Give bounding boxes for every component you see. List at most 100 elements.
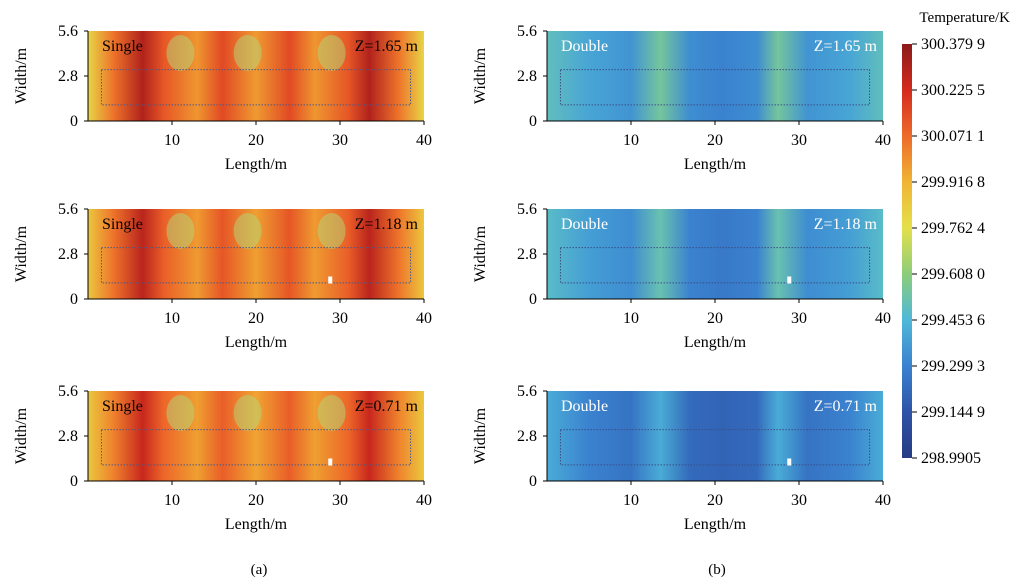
x-axis-title: Length/m bbox=[225, 156, 288, 173]
panel-case-label: Double bbox=[561, 38, 608, 55]
cool-spot bbox=[233, 213, 262, 249]
cool-spot bbox=[317, 395, 346, 431]
x-tick-label: 10 bbox=[164, 492, 180, 509]
colorbar-tick-label: 299.299 3 bbox=[921, 358, 985, 375]
heatmap-a-2: Single Z=1.18 m 10 20 30 40 0 2.8 5.6 Length/m Wid… bbox=[13, 201, 432, 351]
colorbar-tick-label: 299.144 9 bbox=[921, 404, 985, 421]
y-axis-title: Width/m bbox=[13, 47, 30, 104]
colorbar-tick-label: 300.071 1 bbox=[921, 128, 985, 145]
x-tick-label: 40 bbox=[416, 492, 432, 509]
panel-case-label: Single bbox=[102, 216, 143, 233]
domain-outline bbox=[100, 247, 412, 284]
colorbar-tick-label: 300.379 9 bbox=[921, 36, 985, 53]
x-tick-label: 20 bbox=[707, 132, 723, 149]
cool-spot bbox=[317, 213, 346, 249]
heatmap-field bbox=[547, 209, 883, 299]
height-label: Z=1.65 m bbox=[355, 38, 419, 55]
y-tick-label: 5.6 bbox=[517, 201, 537, 218]
y-tick-label: 2.8 bbox=[58, 246, 78, 263]
panel-label-a: (a) bbox=[251, 562, 268, 578]
x-tick-label: 30 bbox=[791, 132, 807, 149]
heatmap-b-2: Double Z=1.18 m 10 20 30 40 0 2.8 5.6 Length/m Wid… bbox=[472, 201, 891, 351]
colorbar-scale bbox=[902, 44, 912, 458]
domain-outline bbox=[100, 69, 412, 106]
heatmap-panels: Single Z=1.65 m 10 20 30 40 0 2.8 5.6 Length/m Wid… bbox=[13, 23, 891, 533]
x-axis-title: Length/m bbox=[225, 334, 288, 351]
x-axis-title: Length/m bbox=[684, 334, 747, 351]
y-tick-label: 5.6 bbox=[517, 383, 537, 400]
y-tick-label: 0 bbox=[529, 291, 537, 308]
colorbar-tick-label: 299.453 6 bbox=[921, 312, 985, 329]
x-tick-label: 40 bbox=[875, 310, 891, 327]
cool-spot bbox=[166, 213, 195, 249]
cool-spot bbox=[233, 395, 262, 431]
x-tick-label: 20 bbox=[248, 492, 264, 509]
y-tick-label: 2.8 bbox=[517, 246, 537, 263]
y-axis-title: Width/m bbox=[472, 225, 489, 282]
y-tick-label: 0 bbox=[70, 473, 78, 490]
x-tick-label: 30 bbox=[332, 492, 348, 509]
y-tick-label: 2.8 bbox=[58, 68, 78, 85]
colorbar-tick-label: 299.608 0 bbox=[921, 266, 985, 283]
y-tick-label: 0 bbox=[529, 113, 537, 130]
y-tick-label: 5.6 bbox=[58, 23, 78, 40]
x-tick-label: 10 bbox=[164, 132, 180, 149]
x-tick-label: 40 bbox=[875, 492, 891, 509]
cool-spot bbox=[233, 35, 262, 71]
height-label: Z=1.18 m bbox=[814, 216, 878, 233]
height-label: Z=0.71 m bbox=[355, 398, 419, 415]
heatmap-field bbox=[547, 31, 883, 121]
y-tick-label: 5.6 bbox=[58, 383, 78, 400]
colorbar-tick-label: 299.916 8 bbox=[921, 174, 985, 191]
y-tick-label: 0 bbox=[70, 113, 78, 130]
y-axis-title: Width/m bbox=[13, 225, 30, 282]
height-label: Z=1.65 m bbox=[814, 38, 878, 55]
cool-spot bbox=[317, 35, 346, 71]
x-tick-label: 20 bbox=[707, 310, 723, 327]
y-axis-title: Width/m bbox=[13, 407, 30, 464]
domain-outline bbox=[559, 247, 871, 284]
colorbar-title: Temperature/K bbox=[919, 10, 1010, 26]
x-tick-label: 40 bbox=[416, 132, 432, 149]
y-tick-label: 0 bbox=[70, 291, 78, 308]
colorbar-tick-label: 298.9905 bbox=[921, 450, 981, 467]
y-tick-label: 2.8 bbox=[517, 428, 537, 445]
x-tick-label: 30 bbox=[791, 310, 807, 327]
colorbar-tick-label: 300.225 5 bbox=[921, 82, 985, 99]
x-tick-label: 20 bbox=[707, 492, 723, 509]
y-axis-title: Width/m bbox=[472, 47, 489, 104]
x-tick-label: 20 bbox=[248, 132, 264, 149]
y-tick-label: 5.6 bbox=[517, 23, 537, 40]
heatmap-field bbox=[547, 391, 883, 481]
cool-spot bbox=[166, 35, 195, 71]
domain-outline bbox=[559, 69, 871, 106]
panel-label-b: (b) bbox=[708, 562, 726, 578]
y-axis-title: Width/m bbox=[472, 407, 489, 464]
x-axis-title: Length/m bbox=[684, 516, 747, 533]
colorbar-tick-label: 299.762 4 bbox=[921, 220, 985, 237]
x-tick-label: 20 bbox=[248, 310, 264, 327]
cool-spot bbox=[166, 395, 195, 431]
x-tick-label: 30 bbox=[332, 132, 348, 149]
heatmap-b-3: Double Z=0.71 m 10 20 30 40 0 2.8 5.6 Length/m Wid… bbox=[472, 383, 891, 533]
height-label: Z=1.18 m bbox=[355, 216, 419, 233]
sensor-marker bbox=[328, 458, 333, 466]
x-tick-label: 40 bbox=[875, 132, 891, 149]
y-tick-label: 2.8 bbox=[517, 68, 537, 85]
sensor-marker bbox=[787, 276, 792, 284]
panel-case-label: Double bbox=[561, 216, 608, 233]
domain-outline bbox=[559, 429, 871, 466]
domain-outline bbox=[100, 429, 412, 466]
y-tick-label: 5.6 bbox=[58, 201, 78, 218]
x-tick-label: 10 bbox=[164, 310, 180, 327]
panel-case-label: Double bbox=[561, 398, 608, 415]
heatmap-a-1: Single Z=1.65 m 10 20 30 40 0 2.8 5.6 Length/m Wid… bbox=[13, 23, 432, 173]
y-tick-label: 0 bbox=[529, 473, 537, 490]
y-tick-label: 2.8 bbox=[58, 428, 78, 445]
heatmap-a-3: Single Z=0.71 m 10 20 30 40 0 2.8 5.6 Length/m Wid… bbox=[13, 383, 432, 533]
x-axis-title: Length/m bbox=[225, 516, 288, 533]
sensor-marker bbox=[787, 458, 792, 466]
x-tick-label: 10 bbox=[623, 310, 639, 327]
x-tick-label: 30 bbox=[332, 310, 348, 327]
colorbar: Temperature/K 300.379 9 300.225 5 300.071 1… bbox=[902, 10, 1010, 467]
